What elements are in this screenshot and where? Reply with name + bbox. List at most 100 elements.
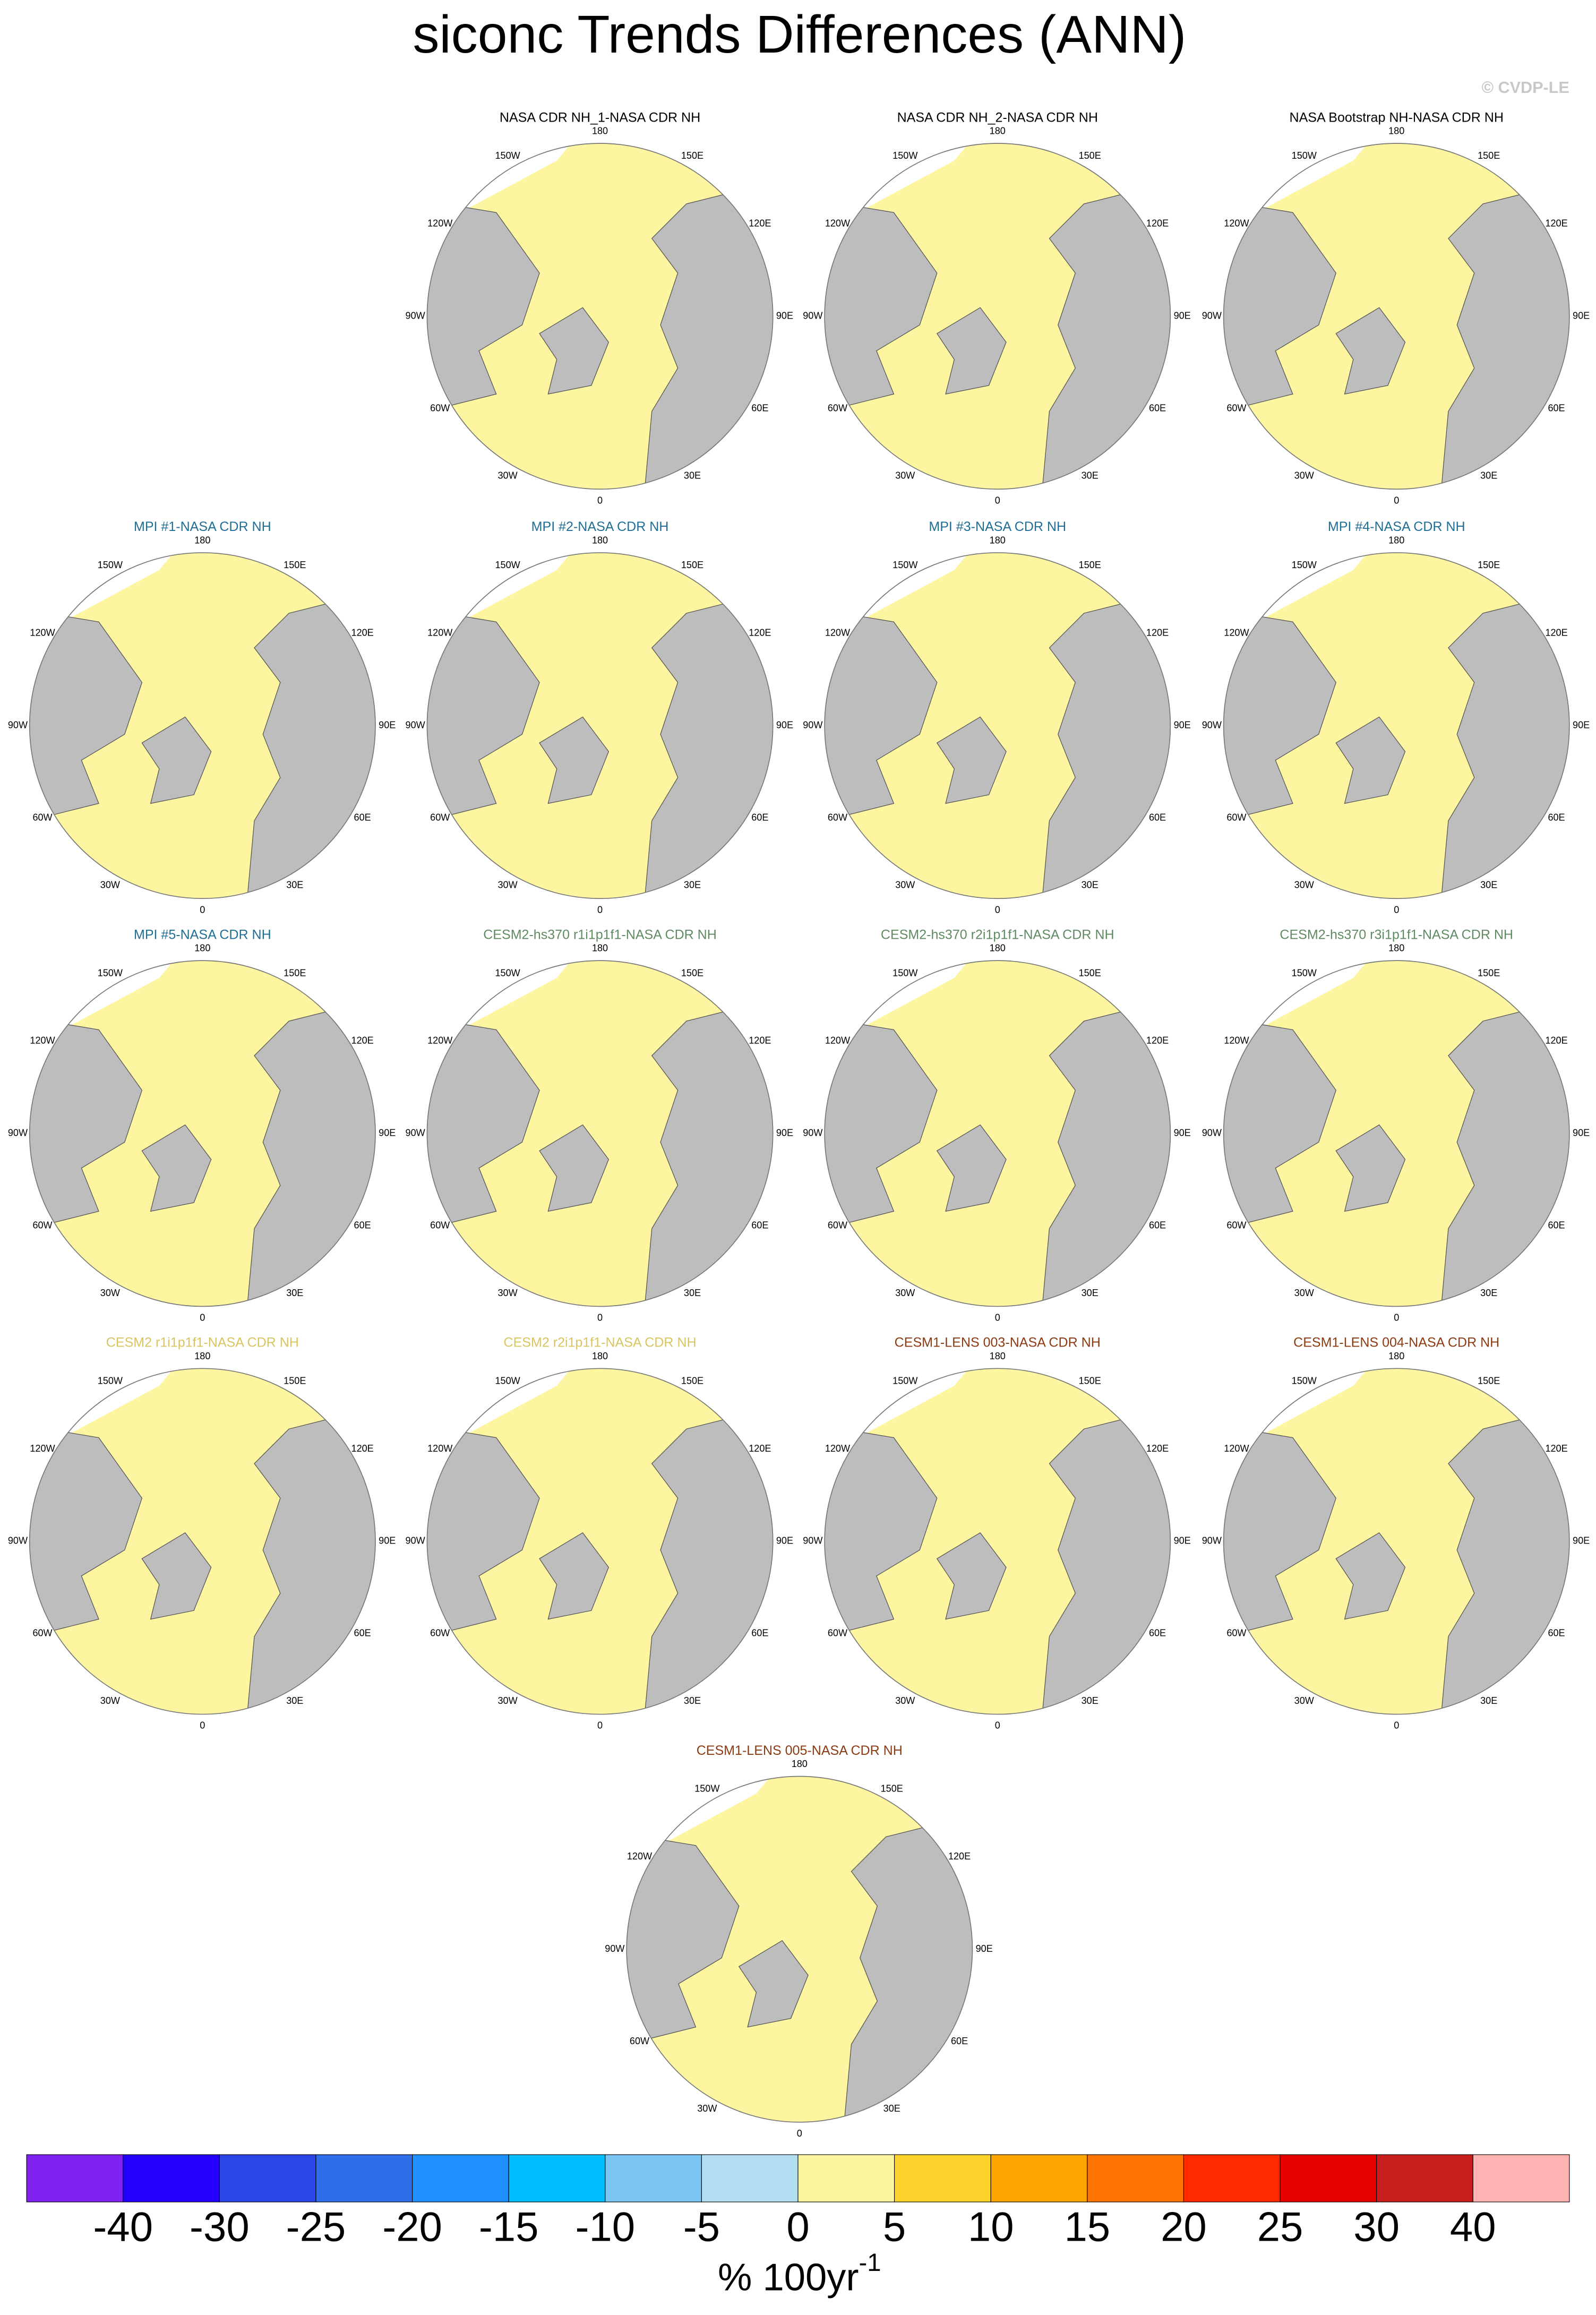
lon-label: 150E [881, 1784, 903, 1794]
polar-map [29, 1368, 375, 1714]
lon-label: 150W [495, 560, 520, 570]
lon-label: 180 [592, 1351, 608, 1361]
lon-label: 120E [1545, 627, 1567, 638]
polar-map [427, 552, 773, 899]
lon-label: 0 [1394, 1720, 1399, 1731]
map-border [426, 1368, 774, 1715]
lon-label: 120W [427, 218, 452, 228]
lon-label: 120W [627, 1851, 652, 1862]
lon-label: 150W [98, 1375, 123, 1386]
lon-label: 60W [430, 1628, 450, 1639]
lon-label: 30E [1082, 1288, 1099, 1298]
lon-label: 150W [495, 150, 520, 161]
colorbar-box [315, 2154, 413, 2202]
unit: % 100yr [718, 2256, 859, 2299]
colorbar-tick-label: 15 [1064, 2203, 1110, 2250]
map-border [1223, 960, 1570, 1307]
lon-label: 60W [828, 402, 847, 413]
lon-label: 90W [8, 719, 28, 730]
watermark: © CVDP-LE [1481, 79, 1569, 97]
land [1335, 716, 1406, 804]
colorbar-tick-label: -20 [382, 2203, 442, 2250]
lon-label: 30E [684, 1695, 701, 1706]
lon-label: 90E [1573, 1128, 1590, 1138]
lon-label: 120E [1146, 627, 1169, 638]
lon-label: 150E [1478, 1375, 1500, 1386]
lon-label: 30W [895, 880, 915, 890]
lon-label: 60W [32, 1220, 52, 1231]
lon-label: 60E [1149, 1220, 1166, 1231]
lon-label: 180 [194, 1351, 210, 1361]
land [539, 716, 610, 804]
polar-map [1223, 1368, 1569, 1714]
lon-label: 180 [592, 125, 608, 136]
lon-label: 90W [8, 1128, 28, 1138]
land [539, 307, 610, 395]
lon-label: 180 [990, 125, 1006, 136]
panel-title: MPI #2-NASA CDR NH [531, 519, 669, 534]
lon-label: 150E [284, 967, 306, 978]
lon-label: 60W [828, 812, 847, 822]
colorbar-box [990, 2154, 1088, 2202]
land [936, 1124, 1007, 1212]
lon-label: 60E [354, 812, 371, 822]
lon-label: 150E [681, 1375, 703, 1386]
colorbar-tick-label: 10 [968, 2203, 1014, 2250]
panel-title: NASA Bootstrap NH-NASA CDR NH [1290, 110, 1504, 125]
lon-label: 180 [990, 943, 1006, 954]
land [936, 307, 1007, 395]
lon-label: 90W [803, 719, 822, 730]
lon-label: 30E [1082, 880, 1099, 890]
lon-label: 30W [100, 880, 120, 890]
lon-label: 60W [430, 402, 450, 413]
colorbar-tick-label: -15 [479, 2203, 539, 2250]
colorbar-unit: % 100yr-1 [718, 2248, 881, 2299]
lon-label: 90W [1202, 310, 1222, 321]
lon-label: 150W [495, 1375, 520, 1386]
map-border [824, 143, 1171, 490]
lon-label: 0 [995, 1720, 1000, 1731]
lon-label: 150E [284, 560, 306, 570]
colorbar-tick-label: 0 [786, 2203, 809, 2250]
lon-label: 150W [893, 1375, 917, 1386]
lon-label: 0 [797, 2128, 802, 2139]
lon-label: 30E [684, 1288, 701, 1298]
lon-label: 30E [286, 880, 303, 890]
lon-label: 30E [1480, 1695, 1497, 1706]
lon-label: 60W [630, 2036, 649, 2046]
land [539, 1532, 610, 1620]
lon-label: 150W [1292, 1375, 1317, 1386]
lon-label: 60E [751, 402, 768, 413]
lon-label: 90E [776, 310, 793, 321]
lon-label: 90E [379, 1128, 396, 1138]
colorbar-box [1472, 2154, 1570, 2202]
lon-label: 180 [592, 943, 608, 954]
lon-label: 0 [1394, 495, 1399, 505]
colorbar-box [605, 2154, 702, 2202]
lon-label: 150W [98, 967, 123, 978]
panel-title: CESM2-hs370 r1i1p1f1-NASA CDR NH [483, 927, 717, 942]
colorbar-box [701, 2154, 799, 2202]
lon-label: 30E [1480, 1288, 1497, 1298]
polar-map [427, 143, 773, 490]
colorbar-tick-label: -40 [93, 2203, 153, 2250]
map-border [29, 552, 376, 899]
colorbar-box [797, 2154, 895, 2202]
lon-label: 120W [427, 1443, 452, 1454]
lon-label: 60W [32, 1628, 52, 1639]
lon-label: 60E [354, 1220, 371, 1231]
lon-label: 60W [430, 812, 450, 822]
lon-label: 120E [1545, 1443, 1567, 1454]
polar-map [825, 552, 1171, 899]
land [738, 1940, 809, 2028]
lon-label: 90E [1174, 1536, 1191, 1546]
lon-label: 90W [406, 310, 425, 321]
map-border [1223, 1368, 1570, 1715]
polar-map [427, 961, 773, 1307]
lon-label: 120E [351, 627, 374, 638]
lon-label: 60E [1548, 1628, 1565, 1639]
lon-label: 30W [1294, 1695, 1314, 1706]
lon-label: 90W [605, 1943, 624, 1954]
colorbar-box [412, 2154, 509, 2202]
